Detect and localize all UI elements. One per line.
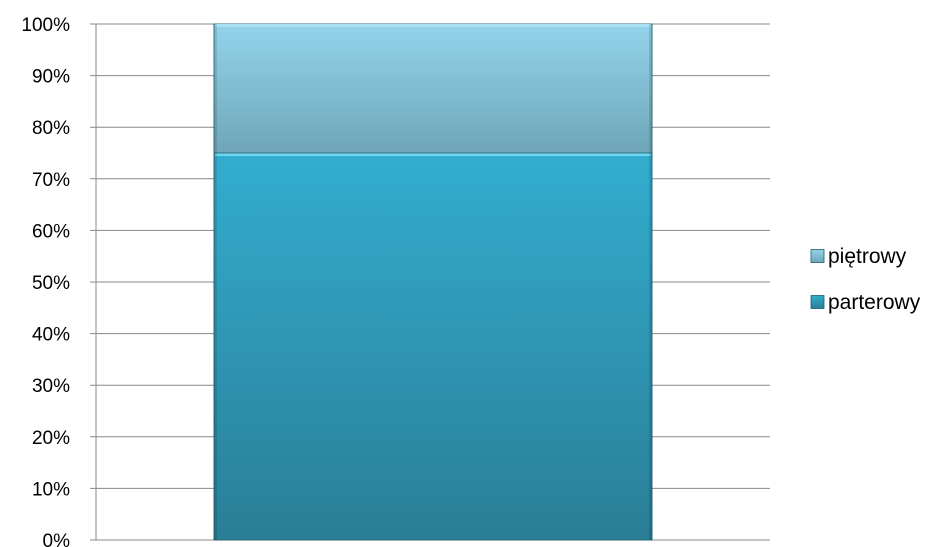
y-tick-label: 100%: [21, 15, 70, 36]
bar-segment-parterowy: [213, 152, 653, 541]
legend-label: piętrowy: [828, 245, 907, 268]
bar-segment-edge: [649, 24, 653, 153]
legend-label: parterowy: [828, 291, 921, 314]
y-tick-label: 20%: [32, 428, 70, 449]
y-tick-label: 90%: [32, 67, 70, 88]
legend-item: parterowy: [810, 291, 921, 314]
legend-swatch: [810, 249, 825, 263]
legend: piętrowy parterowy: [810, 245, 921, 314]
legend-item: piętrowy: [810, 245, 907, 268]
bar-segment-highlight: [214, 24, 652, 27]
y-tick-label: 80%: [32, 118, 70, 139]
bar-segment-edge: [213, 153, 217, 540]
y-tick-label: 40%: [32, 325, 70, 346]
bar-segment-edge: [213, 24, 217, 153]
y-axis: 0% 10% 20% 30% 40% 50% 60% 70% 80% 90% 100%: [21, 15, 97, 547]
bar-segment-edge: [649, 153, 653, 540]
y-tick-label: 70%: [32, 170, 70, 191]
y-tick-label: 0%: [43, 531, 71, 547]
bars: [213, 23, 653, 541]
y-tick-label: 10%: [32, 479, 70, 500]
bar-segment-pietrowy: [213, 23, 653, 154]
legend-swatch: [810, 295, 825, 309]
y-tick-label: 30%: [32, 376, 70, 397]
y-tick-label: 60%: [32, 221, 70, 242]
y-tick-label: 50%: [32, 273, 70, 294]
bar-segment-highlight: [214, 153, 652, 156]
